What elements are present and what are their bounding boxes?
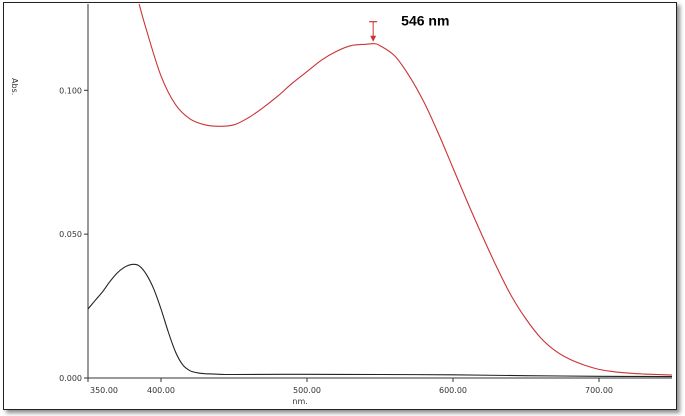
labels-layer: 0.000 0.050 0.100 350.00 400.00 500.00 600.00 7… [10,13,613,406]
series-layer [87,3,673,378]
x-tick-label: 700.00 [585,386,613,395]
y-axis-label: Abs. [10,78,19,95]
x-tick-label: 400.00 [147,386,175,395]
y-tick-label: 0.000 [59,374,82,383]
x-tick-label: 600.00 [439,386,467,395]
x-axis-label: nm. [292,397,307,406]
x-tick-label: 500.00 [293,386,321,395]
red-spectrum-line [138,3,673,376]
y-tick-label: 0.050 [59,230,82,239]
annotation-546nm: 546 nm [401,13,449,29]
x-tick-label: 350.00 [90,386,118,395]
chart-frame [3,2,677,410]
annotation-arrow-head [370,35,377,42]
y-tick-label: 0.100 [59,86,82,95]
black-spectrum-line [87,263,673,378]
axes [84,4,672,382]
